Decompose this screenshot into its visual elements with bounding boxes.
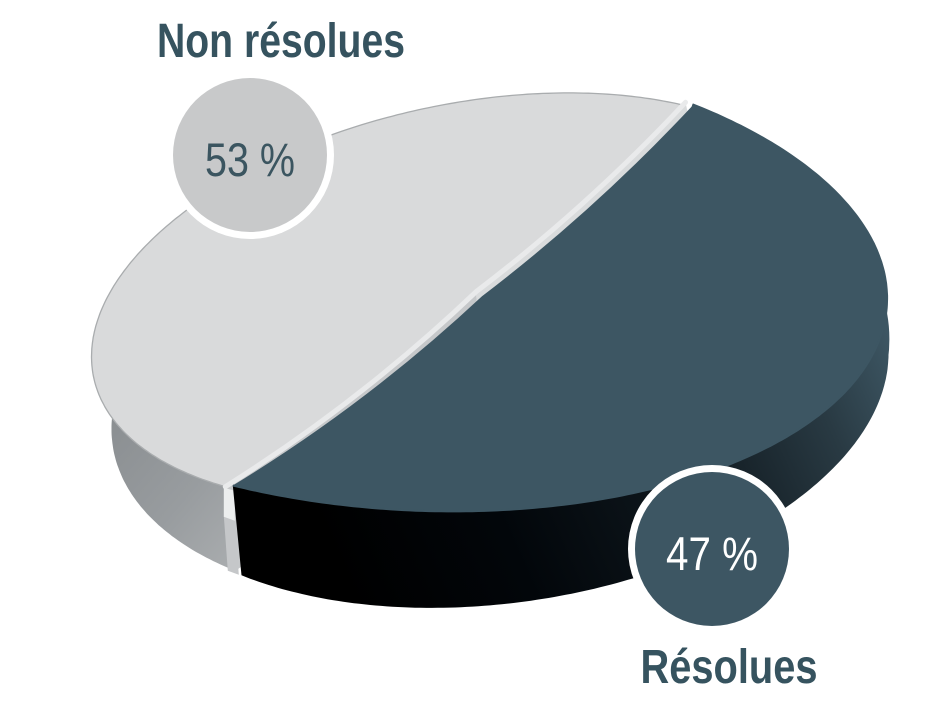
svg-text:Non résolues: Non résolues bbox=[157, 15, 405, 68]
svg-text:53 %: 53 % bbox=[205, 133, 295, 186]
svg-text:47 %: 47 % bbox=[666, 527, 758, 580]
svg-text:Résolues: Résolues bbox=[641, 641, 818, 694]
